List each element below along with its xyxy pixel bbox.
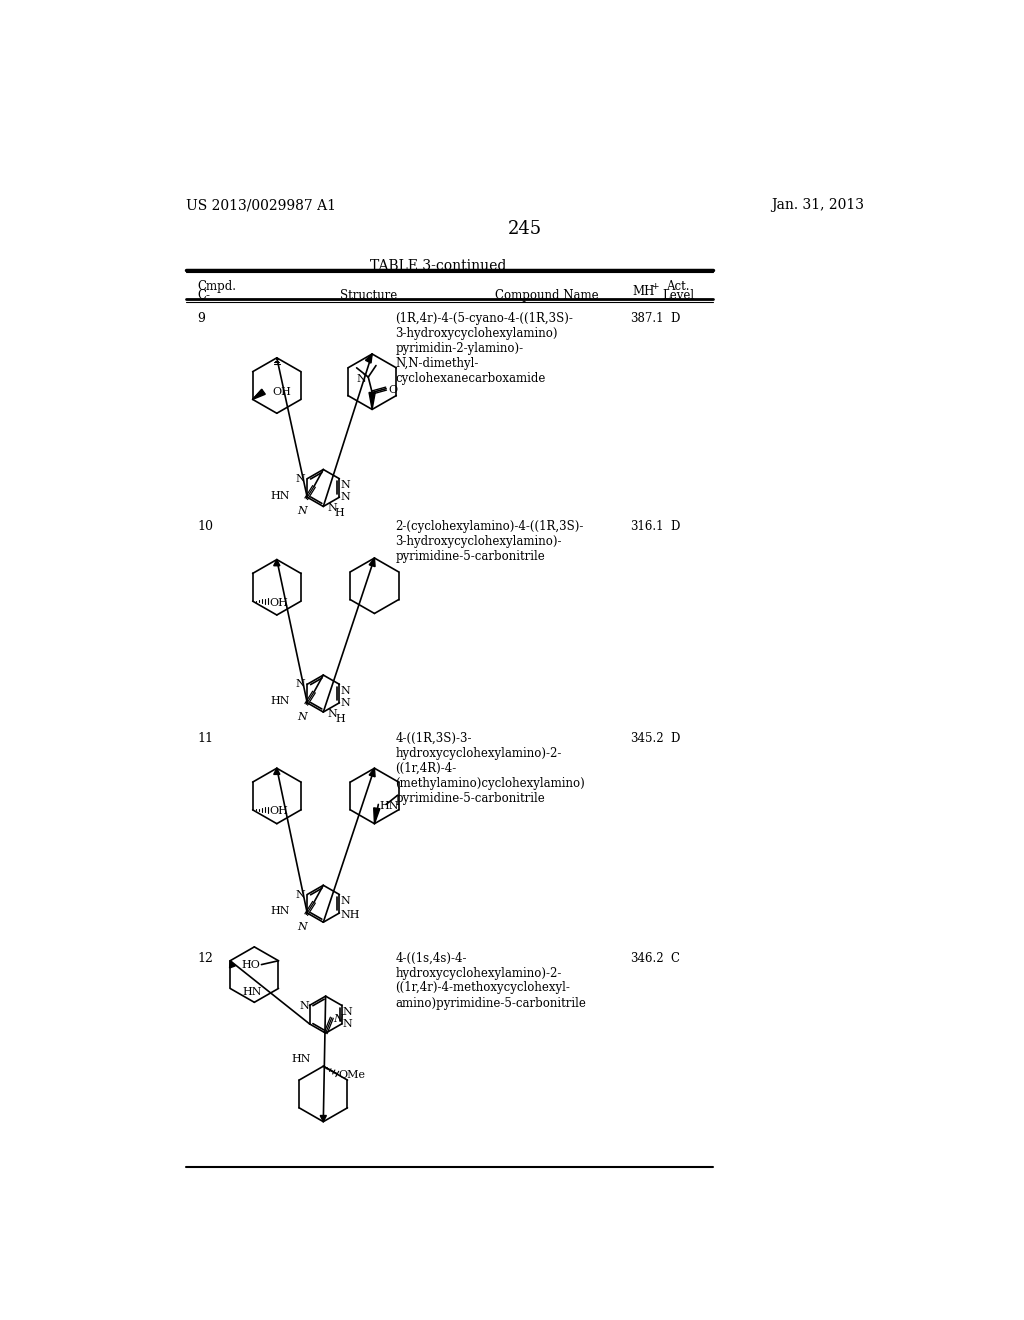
Text: Act.: Act. xyxy=(667,280,690,293)
Text: 345.2: 345.2 xyxy=(630,733,664,744)
Text: C: C xyxy=(671,952,680,965)
Text: N: N xyxy=(296,890,305,899)
Polygon shape xyxy=(273,560,280,566)
Text: OH: OH xyxy=(269,807,289,816)
Text: NH: NH xyxy=(341,909,360,920)
Text: OH: OH xyxy=(269,598,289,607)
Text: N: N xyxy=(298,507,307,516)
Text: 10: 10 xyxy=(198,520,214,533)
Text: 2-(cyclohexylamino)-4-((1R,3S)-
3-hydroxycyclohexylamino)-
pyrimidine-5-carbonit: 2-(cyclohexylamino)-4-((1R,3S)- 3-hydrox… xyxy=(395,520,584,564)
Polygon shape xyxy=(370,558,375,566)
Text: HO: HO xyxy=(241,960,260,970)
Polygon shape xyxy=(374,808,380,824)
Text: +: + xyxy=(651,282,658,292)
Text: N: N xyxy=(340,686,350,696)
Text: HN: HN xyxy=(380,801,399,810)
Text: H: H xyxy=(335,714,345,723)
Text: 12: 12 xyxy=(198,952,214,965)
Text: HN: HN xyxy=(243,987,262,998)
Text: N: N xyxy=(340,698,350,708)
Polygon shape xyxy=(369,392,375,409)
Polygon shape xyxy=(321,1115,327,1122)
Polygon shape xyxy=(229,961,236,968)
Text: Structure: Structure xyxy=(340,289,397,302)
Text: OH: OH xyxy=(272,387,292,397)
Text: N: N xyxy=(340,492,350,502)
Text: N: N xyxy=(296,680,305,689)
Text: N: N xyxy=(357,374,367,384)
Text: 387.1: 387.1 xyxy=(630,313,664,326)
Text: Jan. 31, 2013: Jan. 31, 2013 xyxy=(771,198,864,213)
Text: N: N xyxy=(328,503,337,512)
Text: D: D xyxy=(671,733,680,744)
Text: 4-((1R,3S)-3-
hydroxycyclohexylamino)-2-
((1r,4R)-4-
(methylamino)cyclohexylamin: 4-((1R,3S)-3- hydroxycyclohexylamino)-2-… xyxy=(395,733,585,805)
Text: N: N xyxy=(328,709,337,719)
Polygon shape xyxy=(366,354,372,363)
Text: N: N xyxy=(342,1007,352,1016)
Text: 4-((1s,4s)-4-
hydroxycyclohexylamino)-2-
((1r,4r)-4-methoxycyclohexyl-
amino)pyr: 4-((1s,4s)-4- hydroxycyclohexylamino)-2-… xyxy=(395,952,587,1010)
Text: H: H xyxy=(334,508,344,517)
Text: HN: HN xyxy=(270,696,290,706)
Text: 11: 11 xyxy=(198,733,214,744)
Text: N: N xyxy=(342,1019,352,1028)
Text: HN: HN xyxy=(291,1053,310,1064)
Text: N: N xyxy=(299,1001,309,1011)
Text: N: N xyxy=(298,711,307,722)
Text: N: N xyxy=(298,923,307,932)
Text: OMe: OMe xyxy=(339,1071,366,1081)
Text: HN: HN xyxy=(270,907,290,916)
Text: D: D xyxy=(671,520,680,533)
Text: C-: C- xyxy=(198,289,211,302)
Text: 316.1: 316.1 xyxy=(630,520,664,533)
Text: TABLE 3-continued: TABLE 3-continued xyxy=(370,259,506,272)
Text: N: N xyxy=(340,896,350,906)
Text: N: N xyxy=(334,1014,343,1024)
Text: 9: 9 xyxy=(198,313,206,326)
Text: HN: HN xyxy=(270,491,290,500)
Text: O: O xyxy=(388,385,397,395)
Text: 346.2: 346.2 xyxy=(630,952,664,965)
Polygon shape xyxy=(253,389,265,400)
Text: 245: 245 xyxy=(508,220,542,238)
Text: (1R,4r)-4-(5-cyano-4-((1R,3S)-
3-hydroxycyclohexylamino)
pyrimidin-2-ylamino)-
N: (1R,4r)-4-(5-cyano-4-((1R,3S)- 3-hydroxy… xyxy=(395,313,573,385)
Text: Level: Level xyxy=(663,289,694,302)
Polygon shape xyxy=(273,768,280,775)
Text: US 2013/0029987 A1: US 2013/0029987 A1 xyxy=(186,198,336,213)
Text: N: N xyxy=(340,480,350,490)
Text: Compound Name: Compound Name xyxy=(495,289,598,302)
Text: D: D xyxy=(671,313,680,326)
Text: Cmpd.: Cmpd. xyxy=(198,280,237,293)
Polygon shape xyxy=(370,768,375,777)
Text: N: N xyxy=(296,474,305,483)
Text: MH: MH xyxy=(632,285,654,298)
